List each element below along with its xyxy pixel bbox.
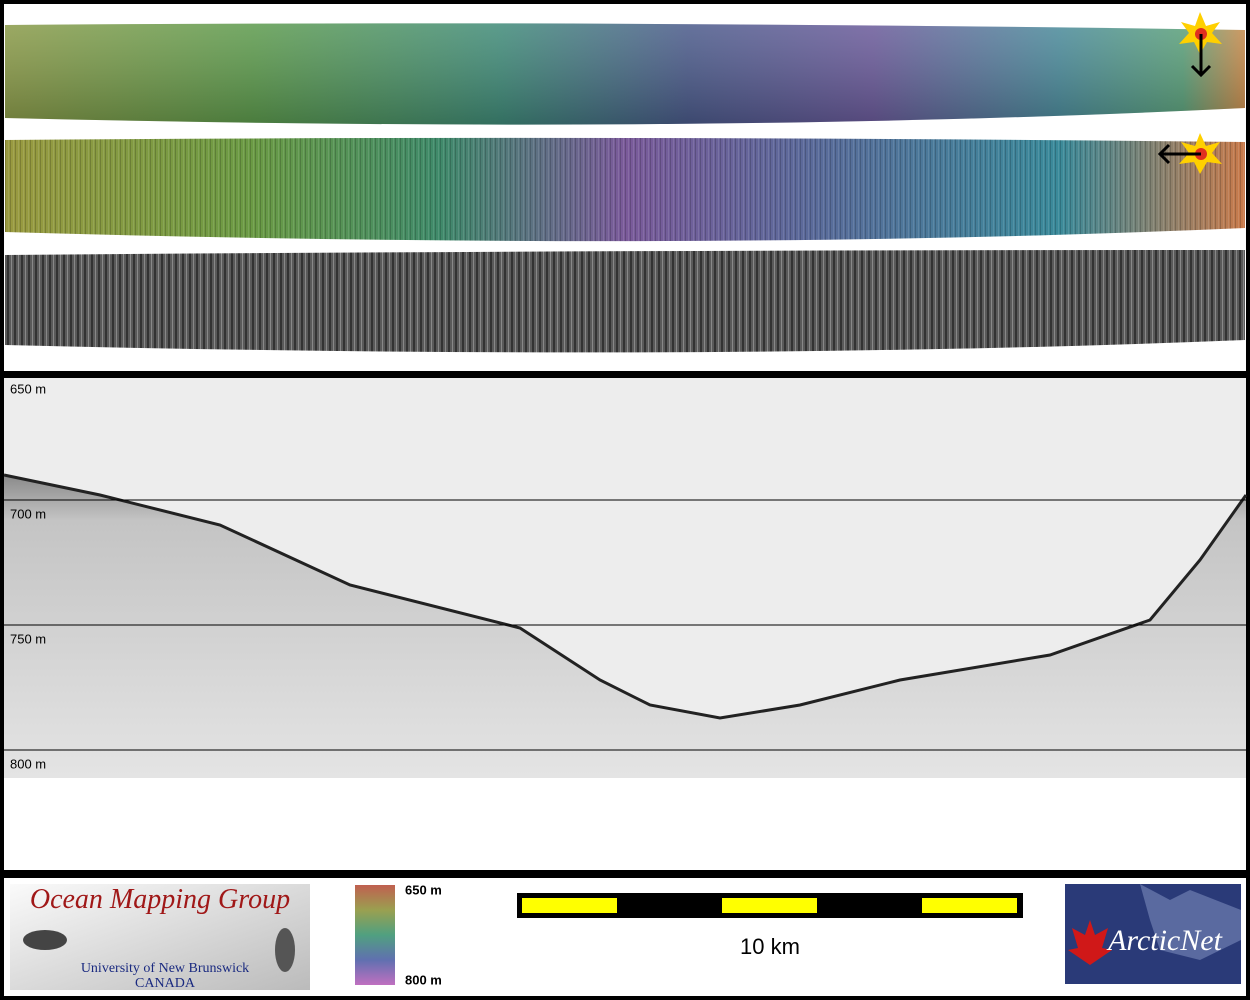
- depth-label: 800 m: [10, 756, 46, 771]
- arcticnet-logo: ArcticNet: [1065, 884, 1241, 984]
- colorbar-label: 800 m: [405, 972, 442, 987]
- sun-icon: [1157, 133, 1222, 174]
- depth-label: 750 m: [10, 631, 46, 646]
- depth-label: 700 m: [10, 506, 46, 521]
- depth-label: 650 m: [10, 381, 46, 396]
- logo-text: CANADA: [135, 976, 196, 991]
- colorbar: [355, 885, 395, 985]
- seabed-line: [3, 473, 1248, 720]
- scale-bar: [517, 893, 1023, 918]
- logo-title: ArcticNet: [1106, 924, 1223, 957]
- colorbar-label: 650 m: [405, 882, 442, 897]
- backscatter-strip: [5, 250, 1245, 353]
- seabed-reflection: [4, 475, 1246, 778]
- sun-icon: [1179, 12, 1222, 78]
- blank-area: [4, 778, 1246, 870]
- ping-stripes: [5, 137, 1245, 242]
- logo-text: University of New Brunswick: [81, 961, 249, 976]
- scale-label: 10 km: [740, 934, 800, 959]
- omg-logo: Ocean Mapping Group University of New Br…: [10, 884, 310, 991]
- logo-title: Ocean Mapping Group: [30, 884, 290, 915]
- hillshade: [5, 23, 1245, 125]
